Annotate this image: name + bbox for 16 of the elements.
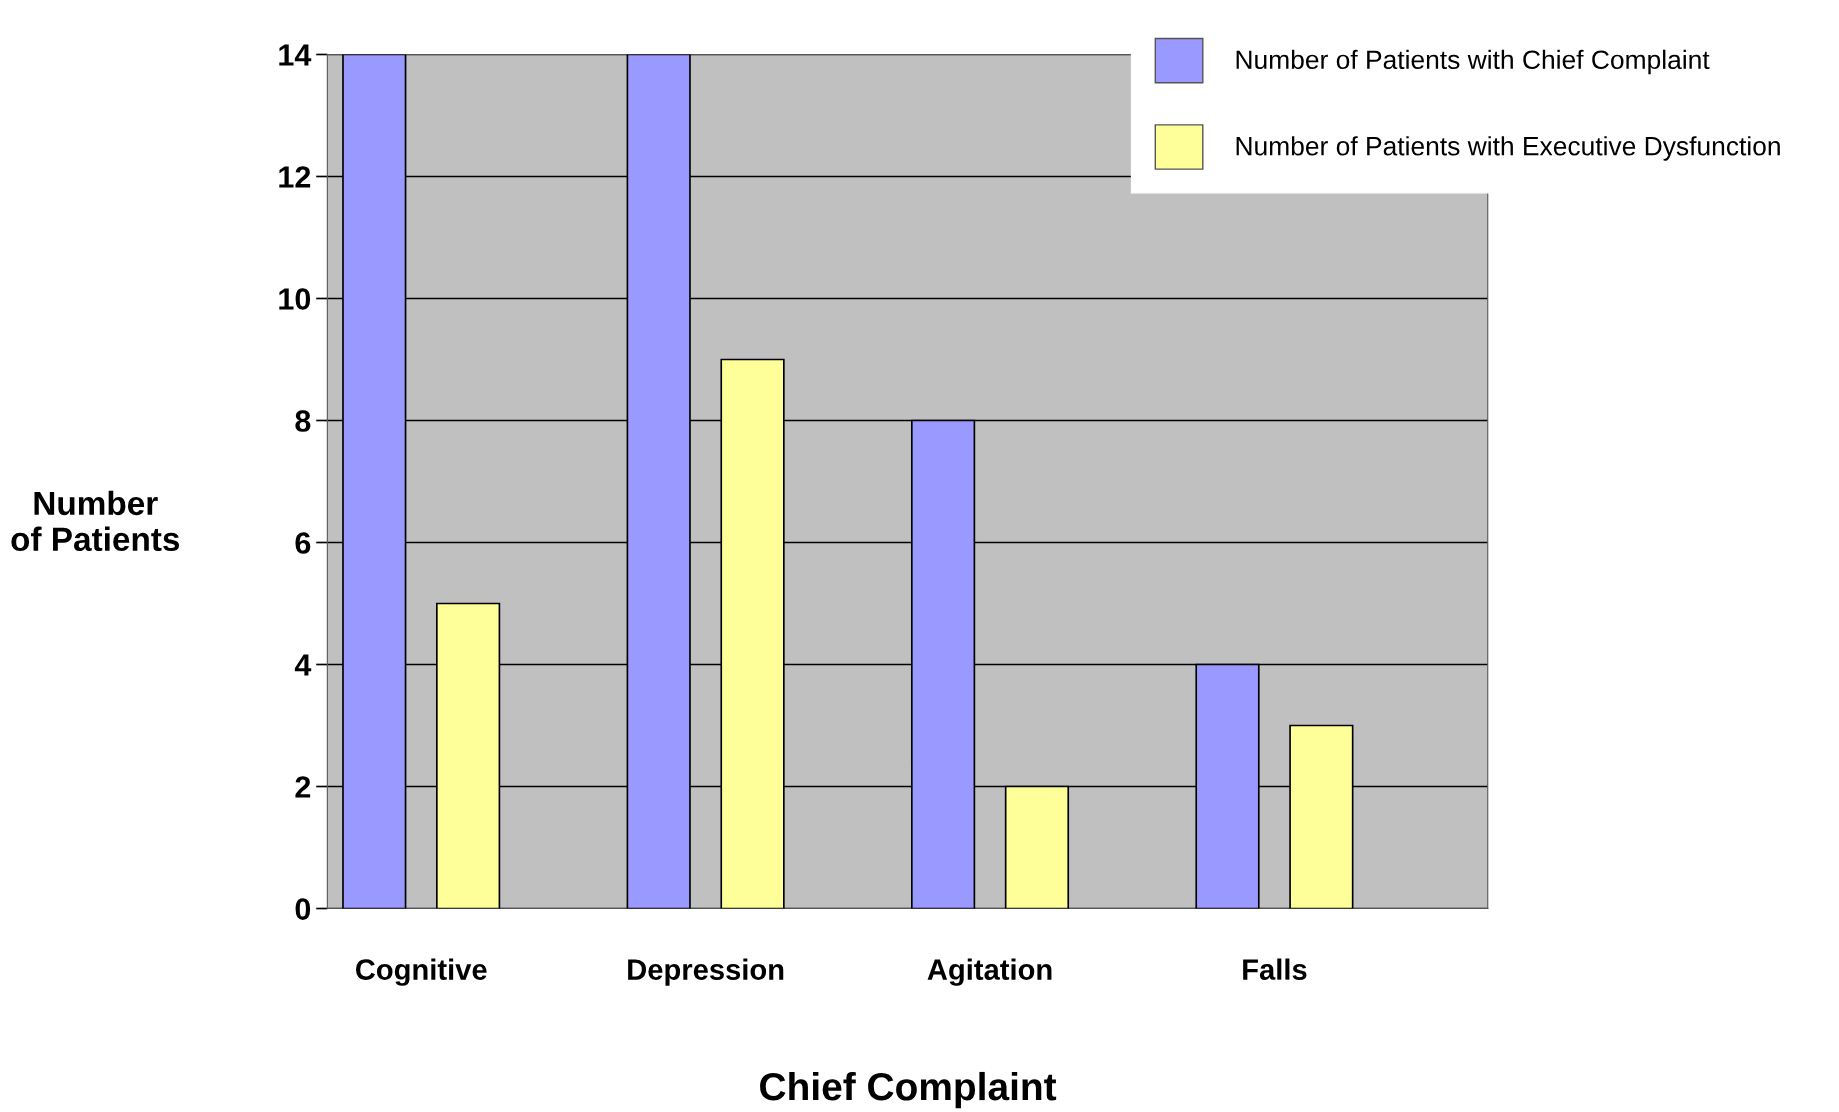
y-tick-label: 6 <box>295 532 311 554</box>
x-tick-label: Agitation <box>927 958 1052 986</box>
y-tick-label: 12 <box>279 166 311 188</box>
y-tick-label: 10 <box>279 288 311 310</box>
x-axis-title: Chief Complaint <box>760 1071 1057 1109</box>
y-tick-label: 4 <box>294 654 312 676</box>
legend-label: Number of Patients with Executive Dysfunction <box>1236 136 1780 161</box>
legend-label: Number of Patients with Chief Complaint <box>1236 49 1710 75</box>
y-axis-title: Number of Patients <box>11 490 180 552</box>
y-tick-label: 14 <box>279 44 312 66</box>
y-tick-label: 2 <box>295 776 311 798</box>
x-tick-label: Falls <box>1243 958 1307 980</box>
y-tick-label: 0 <box>295 898 311 920</box>
y-tick-label: 8 <box>295 410 311 432</box>
x-tick-label: Cognitive <box>355 958 487 986</box>
x-tick-label: Depression <box>628 958 784 986</box>
